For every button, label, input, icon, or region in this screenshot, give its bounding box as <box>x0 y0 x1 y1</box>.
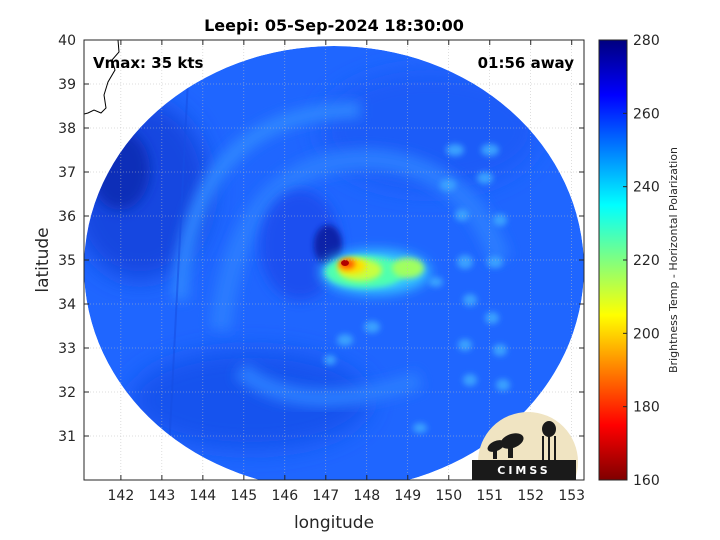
x-tick-label: 153 <box>558 488 585 504</box>
y-tick-label: 38 <box>58 121 76 137</box>
satellite-dish-icon <box>487 433 524 459</box>
cimss-logo: CIMSS <box>472 412 578 480</box>
coastline <box>84 40 120 115</box>
grid-lines <box>84 40 584 480</box>
y-tick-label: 34 <box>58 297 76 313</box>
x-axis-label: longitude <box>294 513 374 533</box>
colorbar-tick-label: 240 <box>633 180 660 196</box>
water-tower-icon <box>542 421 556 460</box>
y-tick-label: 36 <box>58 209 76 225</box>
x-tick-label: 147 <box>312 488 339 504</box>
y-tick-label: 39 <box>58 77 76 93</box>
colorbar-tick-label: 280 <box>633 33 660 49</box>
x-axis: 142 143 144 145 146 147 148 149 150 151 152 153 <box>108 40 585 504</box>
x-tick-label: 149 <box>394 488 421 504</box>
x-tick-label: 143 <box>149 488 176 504</box>
y-tick-label: 32 <box>58 385 76 401</box>
colorbar-tick-label: 260 <box>633 106 660 122</box>
vmax-annotation: Vmax: 35 kts <box>93 54 203 72</box>
x-tick-label: 145 <box>230 488 257 504</box>
colorbar-ticks: 160 180 200 220 240 260 280 <box>623 33 660 489</box>
x-tick-label: 152 <box>517 488 544 504</box>
x-tick-label: 144 <box>189 488 216 504</box>
y-tick-label: 37 <box>58 165 76 181</box>
colorbar-tick-label: 180 <box>633 400 660 416</box>
x-tick-label: 151 <box>476 488 503 504</box>
chart-title: Leepi: 05-Sep-2024 18:30:00 <box>204 16 464 35</box>
colorbar-tick-label: 160 <box>633 473 660 489</box>
logo-text: CIMSS <box>497 464 550 477</box>
colorbar-tick-label: 200 <box>633 326 660 342</box>
colorbar <box>598 39 628 481</box>
colorbar-label: Brightness Temp - Horizontal Polarizatio… <box>667 147 680 373</box>
y-axis: 31 32 33 34 35 36 37 38 39 40 <box>58 33 584 445</box>
y-tick-label: 33 <box>58 341 76 357</box>
colorbar-tick-label: 220 <box>633 253 660 269</box>
x-tick-label: 148 <box>353 488 380 504</box>
x-tick-label: 146 <box>271 488 298 504</box>
x-tick-label: 150 <box>435 488 462 504</box>
y-tick-label: 40 <box>58 33 76 49</box>
y-tick-label: 31 <box>58 429 76 445</box>
time-offset-annotation: 01:56 away <box>478 54 575 72</box>
y-tick-label: 35 <box>58 253 76 269</box>
y-axis-label: latitude <box>33 227 53 292</box>
x-tick-label: 142 <box>108 488 135 504</box>
